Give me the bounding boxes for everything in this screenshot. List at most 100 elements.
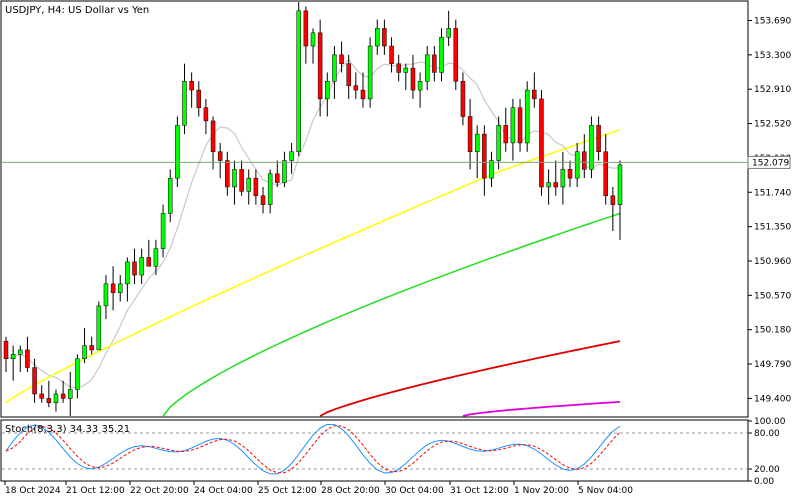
y-tick-label: 149.400 xyxy=(754,394,791,404)
y-tick-label: 152.910 xyxy=(754,85,791,95)
stoch-tick-label: 100.00 xyxy=(754,417,786,427)
y-tick-label: 152.520 xyxy=(754,120,791,130)
candle-body xyxy=(210,120,216,152)
y-tick-label: 150.180 xyxy=(754,326,791,336)
y-tick-label: 153.690 xyxy=(754,16,791,26)
candle-body xyxy=(18,349,23,355)
candle-body xyxy=(382,28,387,47)
candle-body xyxy=(617,164,623,205)
candle-body xyxy=(82,345,87,359)
candle-body xyxy=(282,160,287,183)
candle-body xyxy=(39,393,44,399)
candle-body xyxy=(60,393,66,399)
candle-body xyxy=(175,125,180,179)
candle-body xyxy=(125,261,130,285)
main-plot-frame xyxy=(0,0,749,418)
candle-body xyxy=(260,195,266,205)
x-tick-label: 24 Oct 04:00 xyxy=(194,486,253,496)
y-tick-label: 149.790 xyxy=(754,360,791,370)
candle-body xyxy=(239,169,244,192)
moving-averages xyxy=(5,58,621,417)
candle-body xyxy=(103,283,109,307)
y-tick-label: 151.740 xyxy=(754,188,791,198)
candle-body xyxy=(532,89,537,100)
candle-body xyxy=(153,248,159,267)
candle-body xyxy=(460,81,466,117)
candle-body xyxy=(389,45,394,64)
candle-body xyxy=(553,182,558,188)
candle-body xyxy=(546,182,551,188)
ma-300-line xyxy=(462,401,621,417)
candles xyxy=(3,2,623,416)
chart-title: USDJPY, H4: US Dollar vs Yen xyxy=(5,5,149,16)
candle-body xyxy=(25,349,30,368)
candle-body xyxy=(403,67,409,73)
candle-body xyxy=(424,54,430,82)
x-tick-label: 1 Nov 20:00 xyxy=(514,486,569,496)
x-tick-label: 18 Oct 2024 xyxy=(5,486,61,496)
stoch-tick-label: 20.00 xyxy=(754,465,780,475)
ma-fast-line xyxy=(5,58,621,389)
candle-body xyxy=(289,151,294,161)
candle-body xyxy=(339,54,344,64)
candle-body xyxy=(446,28,451,38)
candle-body xyxy=(110,283,116,293)
candle-body xyxy=(75,358,80,390)
candle-body xyxy=(89,345,94,351)
candle-body xyxy=(196,89,202,108)
candle-body xyxy=(10,354,16,359)
candle-body xyxy=(353,85,359,91)
candle-body xyxy=(582,151,587,170)
candle-body xyxy=(589,125,594,170)
candle-body xyxy=(396,63,401,73)
candle-body xyxy=(496,125,501,161)
candle-body xyxy=(189,81,194,91)
ma-100-line xyxy=(162,212,621,417)
stoch-main-line xyxy=(5,423,621,475)
candle-body xyxy=(596,125,601,152)
candle-body xyxy=(325,81,330,100)
candle-body xyxy=(417,81,423,91)
x-tick-label: 31 Oct 12:00 xyxy=(450,486,509,496)
candle-body xyxy=(346,63,351,86)
stoch-tick-label: 80.00 xyxy=(754,429,780,439)
x-axis-ticks: 18 Oct 2024 21 Oct 12:00 22 Oct 20:00 24 Oc… xyxy=(4,481,633,496)
y-tick-label: 150.570 xyxy=(754,291,791,301)
x-tick-label: 28 Oct 20:00 xyxy=(321,486,380,496)
stochastic: 100.00 80.00 20.00 0.00 xyxy=(2,417,786,487)
candle-body xyxy=(167,177,173,214)
candle-body xyxy=(317,32,323,100)
candle-body xyxy=(410,67,416,91)
candle-body xyxy=(517,107,523,144)
candle-body xyxy=(503,125,509,144)
candle-body xyxy=(275,173,280,183)
candle-body xyxy=(267,173,273,205)
candle-body xyxy=(139,257,144,276)
candle-body xyxy=(3,340,9,359)
candle-body xyxy=(439,36,444,73)
candle-body xyxy=(96,305,102,351)
candle-body xyxy=(217,151,223,161)
candle-body xyxy=(132,261,137,276)
candle-body xyxy=(303,10,309,47)
candle-body xyxy=(232,169,237,188)
stoch-label: Stoch(8,3,3) 34.33 35.21 xyxy=(5,424,130,435)
current-price-box xyxy=(747,155,791,169)
candle-body xyxy=(310,32,316,47)
candle-body xyxy=(539,98,544,188)
candle-body xyxy=(360,89,366,100)
x-tick-label: 25 Oct 12:00 xyxy=(258,486,317,496)
candle-body xyxy=(32,367,37,395)
candle-body xyxy=(332,54,337,82)
candle-body xyxy=(574,151,580,179)
candle-body xyxy=(453,28,459,82)
y-tick-label: 150.960 xyxy=(754,257,791,267)
candle-body xyxy=(160,213,166,249)
x-tick-label: 22 Oct 20:00 xyxy=(130,486,189,496)
candle-body xyxy=(610,195,616,205)
candle-body xyxy=(246,177,251,192)
x-tick-label: 21 Oct 12:00 xyxy=(66,486,125,496)
current-price-label: 152.079 xyxy=(752,158,789,168)
candle-body xyxy=(146,257,152,267)
